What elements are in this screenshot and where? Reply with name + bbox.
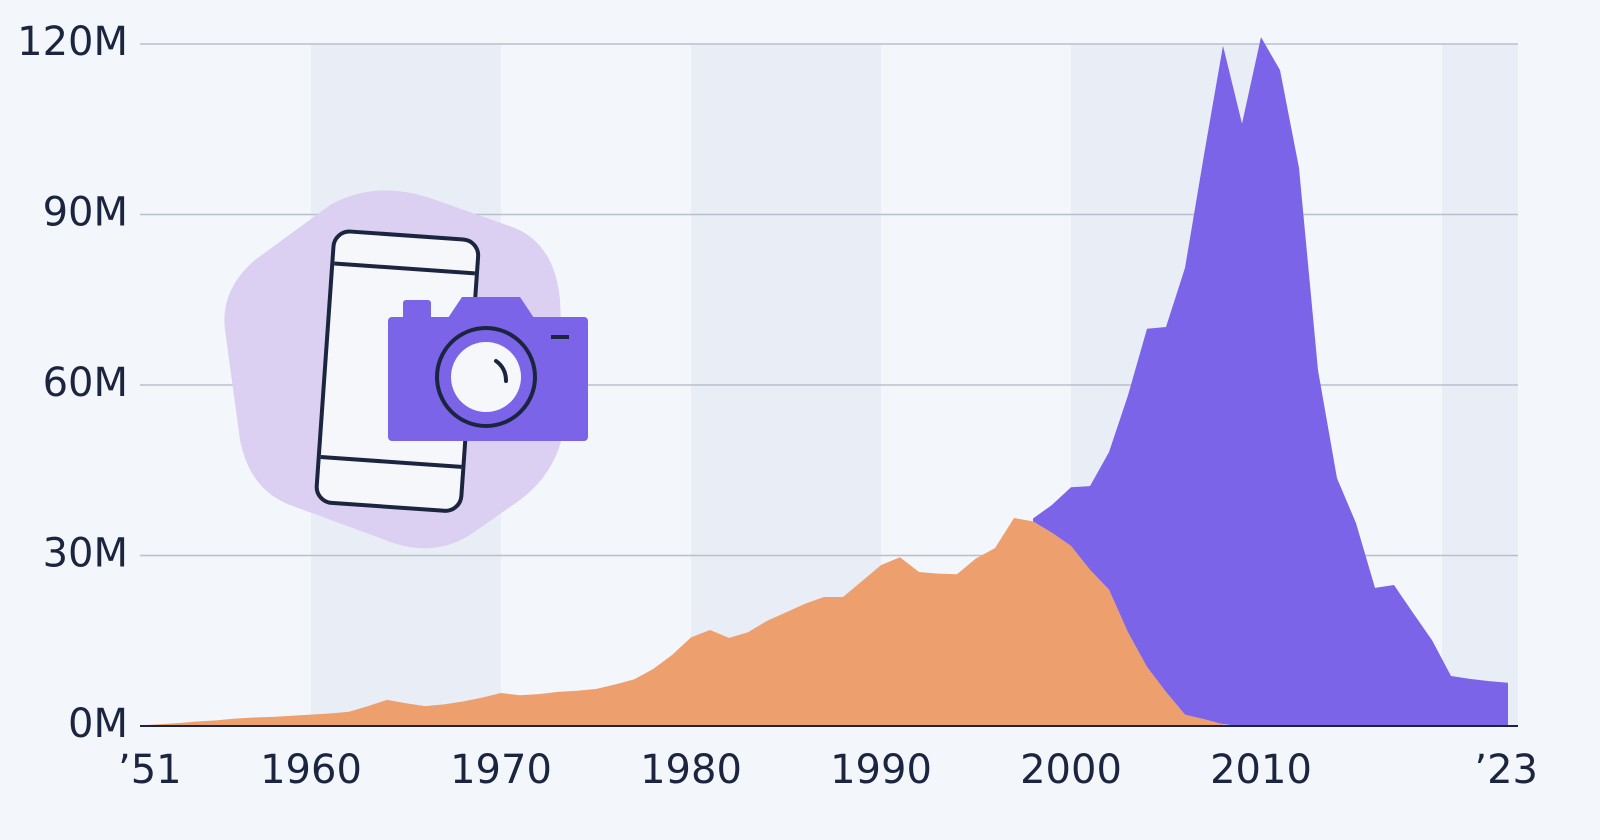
camera-icon [388, 297, 588, 441]
area [1033, 37, 1508, 727]
y-tick-label: 90M [43, 190, 128, 236]
x-tick-label: ’51 [118, 747, 182, 793]
x-tick-label: 1970 [450, 747, 552, 793]
x-tick-label: 1960 [260, 747, 362, 793]
illustration [224, 190, 588, 549]
x-tick-label: 2000 [1020, 747, 1122, 793]
x-tick-label: 1980 [640, 747, 742, 793]
x-tick-label: 1990 [830, 747, 932, 793]
area [140, 517, 1223, 726]
x-tick-label: 2010 [1210, 747, 1312, 793]
x-tick-label: ’23 [1474, 747, 1538, 793]
y-tick-label: 120M [17, 19, 128, 65]
y-tick-label: 30M [43, 531, 128, 577]
y-tick-label: 0M [68, 701, 128, 747]
y-tick-label: 60M [43, 360, 128, 406]
